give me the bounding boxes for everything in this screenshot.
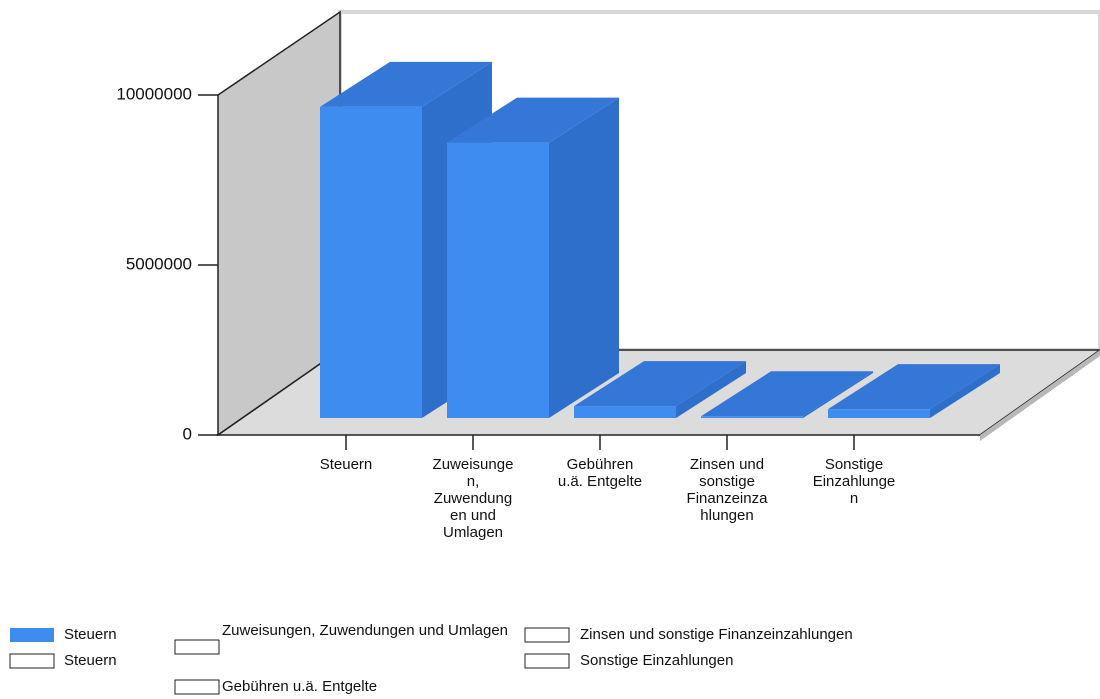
bar (828, 409, 930, 418)
x-tick-label: Gebühren u.ä. Entgelte (557, 456, 643, 490)
bar-top (447, 97, 619, 143)
floor-edge (980, 350, 1100, 441)
y-tick-label: 5000000 (126, 254, 192, 273)
bar-side (803, 371, 873, 418)
y-tick-label: 10000000 (116, 84, 192, 103)
bar-top (320, 61, 492, 107)
legend-label: Steuern (64, 626, 117, 643)
y-tick-label: 0 (183, 424, 192, 443)
legend-swatch (524, 653, 570, 669)
legend-label: Steuern (64, 652, 117, 669)
bar (320, 106, 422, 419)
legend-swatch (524, 627, 570, 643)
legend-label: Zuweisungen, Zuwendungen und Umlagen (222, 622, 509, 639)
bar-side (676, 361, 746, 418)
bar-top (828, 364, 1000, 410)
bar-top (574, 361, 746, 407)
bar (574, 406, 676, 418)
legend-swatch (174, 679, 220, 695)
legend-swatch (10, 628, 54, 642)
bar-side (549, 97, 619, 418)
x-tick-label: Zinsen und sonstige Finanzeinzahlungen (686, 456, 768, 524)
bar (447, 142, 549, 418)
bar (701, 416, 803, 418)
legend-swatch (174, 639, 220, 655)
bar-side (930, 364, 1000, 418)
legend-label: Gebühren u.ä. Entgelte (222, 678, 378, 695)
x-tick-label: Steuern (319, 456, 373, 473)
x-tick-label: Sonstige Einzahlungen (812, 456, 896, 507)
bar-top (701, 371, 873, 417)
legend-label: Zinsen und sonstige Finanzeinzahlungen (580, 626, 853, 643)
legend-swatch (9, 653, 55, 669)
legend-label: Sonstige Einzahlungen (580, 652, 734, 669)
x-tick-label: Zuweisungen, Zuwendungen und Umlagen (432, 456, 514, 541)
